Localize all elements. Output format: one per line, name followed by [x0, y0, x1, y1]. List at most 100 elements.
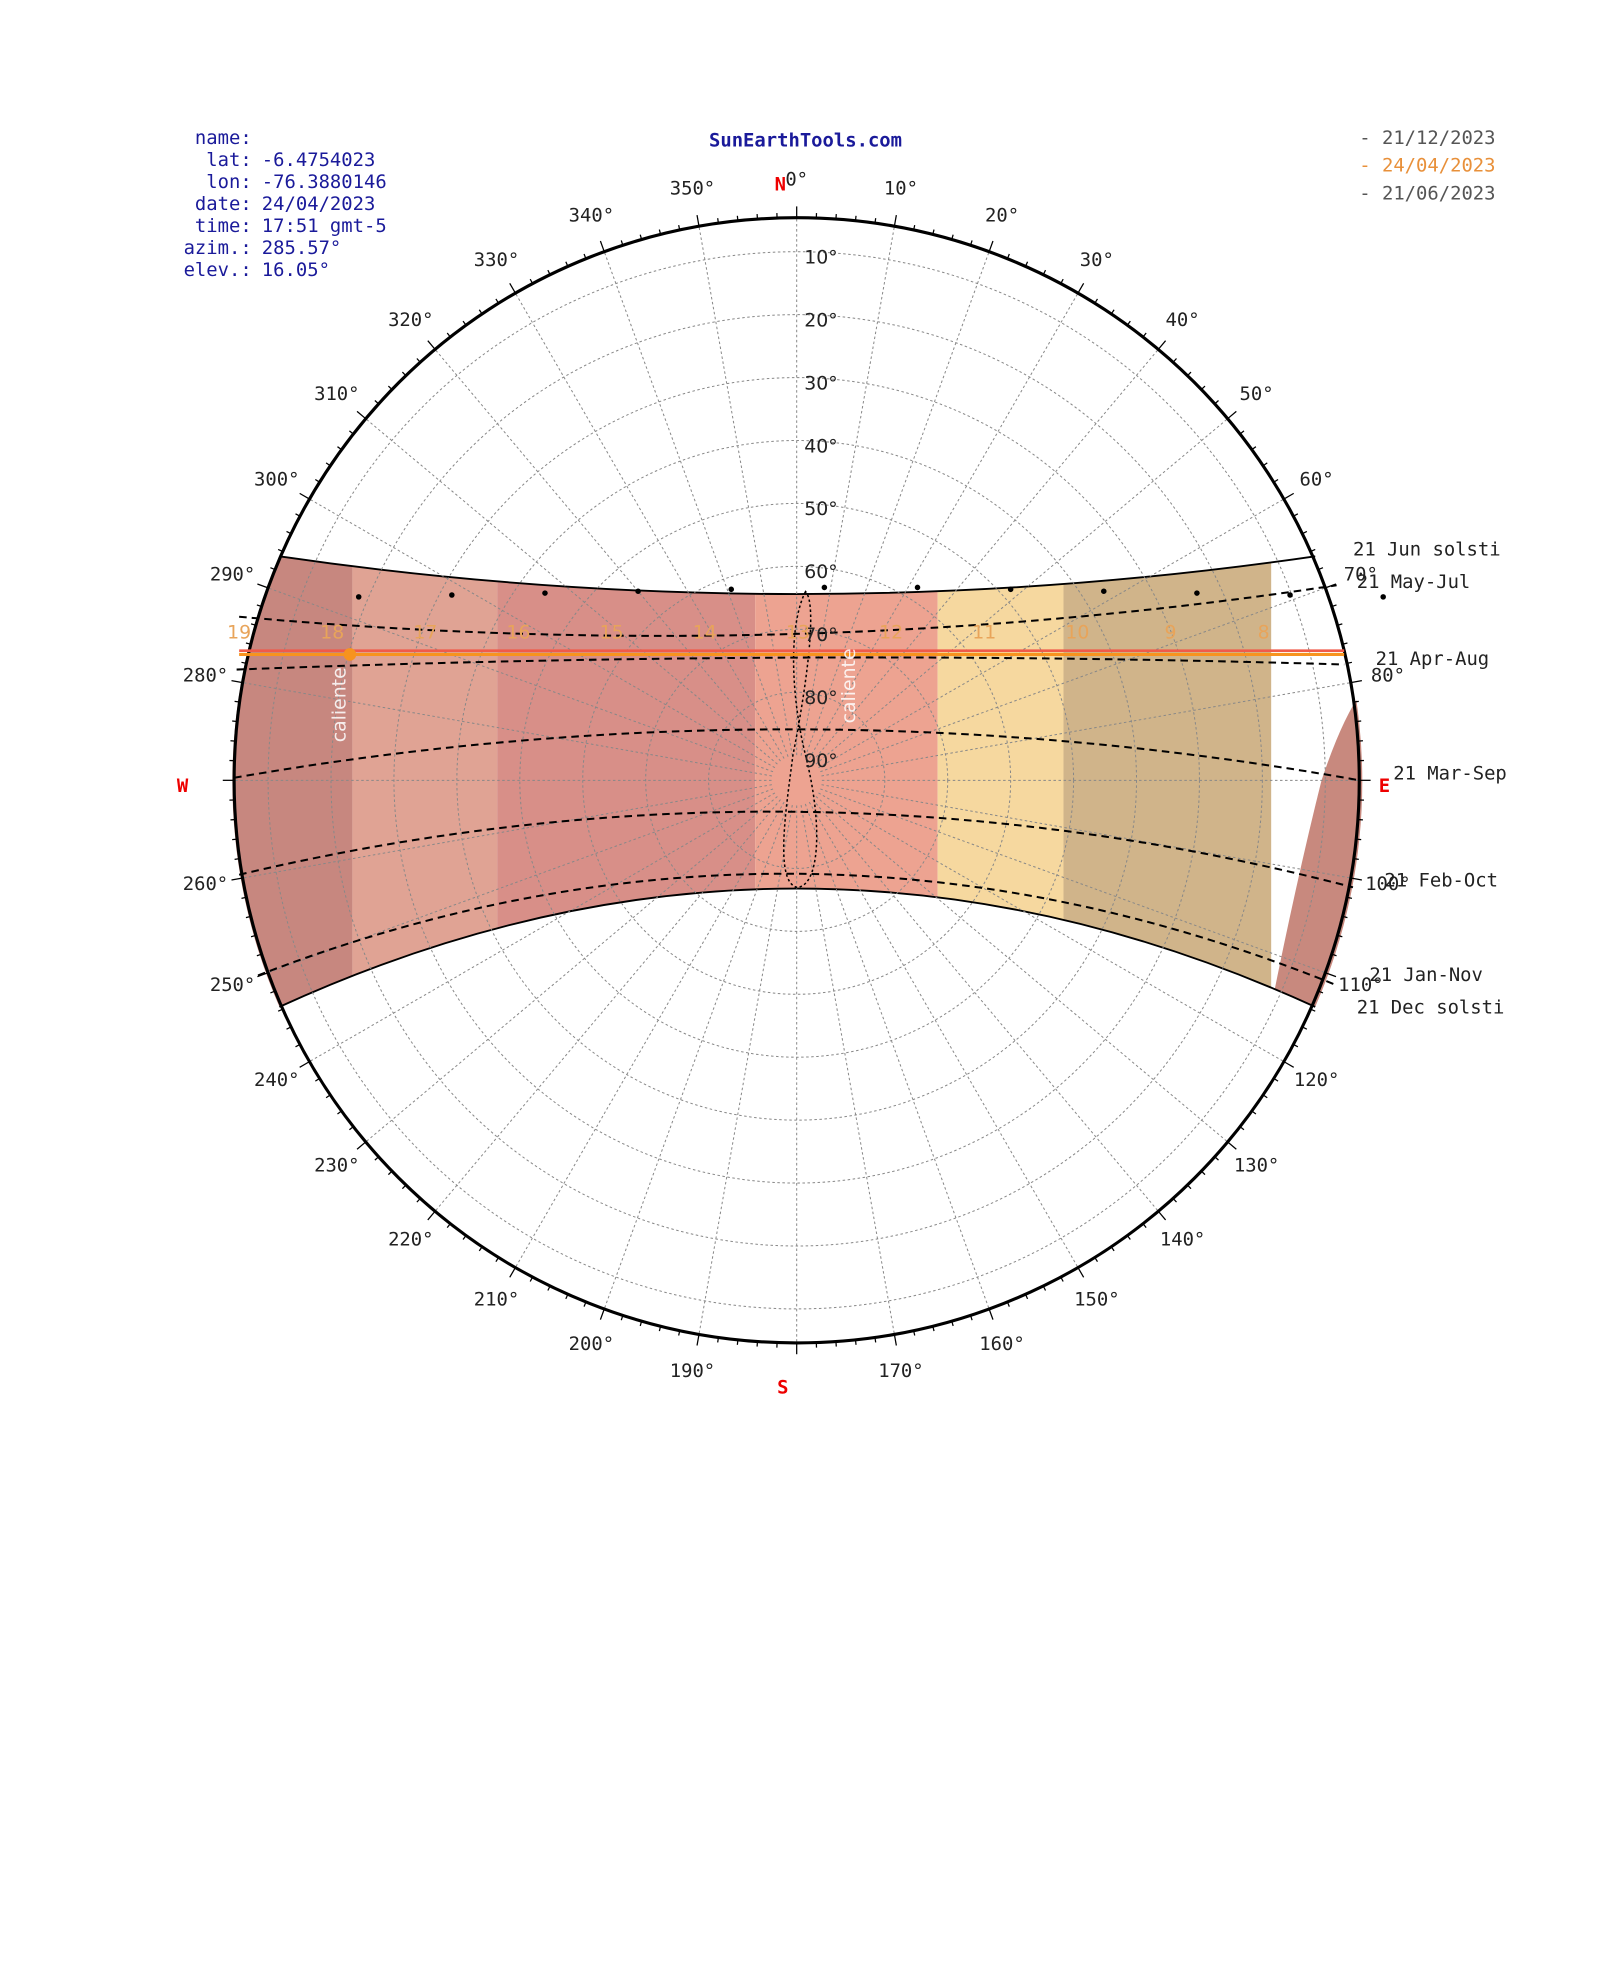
- azimuth-label: 250°: [210, 974, 255, 996]
- radial-line: [812, 349, 1159, 762]
- horizon-tick: [356, 410, 367, 420]
- radial-line: [365, 418, 778, 765]
- elevation-label: 70°: [804, 624, 837, 646]
- hour-label: 19: [227, 622, 251, 644]
- date-curve-label: 21 Feb-Oct: [1384, 870, 1498, 892]
- annotation: caliente: [838, 648, 860, 723]
- date-curve-label: 21 Dec solsti: [1357, 997, 1505, 1019]
- radial-line: [800, 226, 895, 756]
- hour-label: 15: [600, 622, 624, 644]
- hour-dot: [542, 590, 548, 596]
- azimuth-label: 0°: [785, 168, 808, 190]
- azimuth-label: 300°: [254, 469, 299, 491]
- horizon-tick: [988, 240, 994, 252]
- horizon-circle: [232, 216, 1361, 1345]
- horizon-tick: [1350, 680, 1362, 684]
- horizon-tick: [509, 282, 516, 294]
- info-value: 285.57°: [262, 237, 341, 259]
- horizon-tick: [1157, 340, 1167, 350]
- horizon-tick: [599, 240, 605, 252]
- annotation: caliente: [328, 667, 350, 742]
- radial-line: [804, 803, 990, 1310]
- horizon-tick: [1325, 972, 1337, 978]
- radial-line: [514, 801, 785, 1268]
- radial-line: [808, 801, 1079, 1268]
- hour-dot: [355, 594, 362, 600]
- horizon-tick: [509, 1267, 516, 1278]
- radial-line: [818, 498, 1285, 769]
- hour-dot: [821, 584, 828, 591]
- azimuth-label: 100°: [1365, 873, 1410, 895]
- info-label: elev.:: [184, 259, 252, 281]
- horizon-tick: [231, 877, 243, 881]
- horizon-tick: [893, 215, 897, 227]
- radial-line: [808, 292, 1079, 759]
- info-value: -76.3880146: [262, 171, 387, 193]
- horizon-tick: [299, 492, 310, 500]
- hour-label: 17: [413, 622, 437, 644]
- hour-label: 11: [972, 622, 996, 644]
- radial-line: [309, 792, 776, 1063]
- hour-label: 8: [1258, 622, 1270, 644]
- horizon-tick: [257, 583, 269, 589]
- horizon-tick: [1283, 492, 1295, 500]
- horizon-tick: [988, 1308, 994, 1320]
- azimuth-label: 40°: [1166, 309, 1200, 331]
- hour-label: 9: [1164, 622, 1176, 644]
- info-value: 17:51 gmt-5: [262, 215, 387, 237]
- azimuth-label: 10°: [884, 178, 918, 200]
- azimuth-label: 290°: [210, 563, 255, 585]
- horizon-tick: [231, 680, 243, 684]
- azimuth-label: 210°: [474, 1289, 519, 1311]
- radial-line: [821, 682, 1351, 777]
- radial-line: [365, 796, 778, 1143]
- labels: SunEarthTools.com N E S W caliente calie…: [177, 127, 1507, 1399]
- horizon-tick: [1227, 410, 1237, 420]
- horizon-tick: [696, 215, 700, 227]
- date-curve-label: 21 Jan-Nov: [1369, 964, 1483, 986]
- radial-line: [804, 251, 990, 757]
- radial-line: [267, 788, 774, 974]
- azimuth-label: 110°: [1338, 974, 1383, 996]
- hour-dot: [914, 584, 921, 591]
- radial-line: [815, 418, 1228, 765]
- hour-dot: [1007, 586, 1014, 593]
- horizon-tick: [1283, 1061, 1295, 1068]
- info-label: lat:: [206, 149, 251, 171]
- azimuth-label: 310°: [314, 383, 359, 405]
- radial-line: [434, 349, 781, 762]
- azimuth-label: 280°: [183, 665, 228, 687]
- legend-entry: - 21/12/2023: [1359, 127, 1495, 149]
- horizon-tick: [893, 1334, 897, 1346]
- legend-entry: - 21/06/2023: [1359, 182, 1495, 204]
- info-label: date:: [195, 193, 252, 215]
- azimuth-label: 320°: [388, 309, 433, 331]
- info-label: lon:: [206, 171, 251, 193]
- horizon-tick: [427, 340, 436, 350]
- horizon-tick: [356, 1141, 367, 1150]
- azimuth-label: 60°: [1300, 469, 1334, 491]
- hour-label: 13: [786, 622, 810, 644]
- info-value: 24/04/2023: [262, 193, 376, 215]
- hour-dot: [1194, 590, 1200, 596]
- horizon-tick: [1350, 877, 1362, 881]
- north: N: [775, 174, 786, 196]
- azimuth-label: 130°: [1234, 1155, 1279, 1177]
- date-curve-label: 21 May-Jul: [1357, 571, 1471, 593]
- elevation-label: 10°: [804, 247, 837, 269]
- horizon-tick: [1227, 1141, 1237, 1150]
- info-label: azim.:: [184, 237, 252, 259]
- radial-line: [815, 796, 1228, 1143]
- azimuth-label: 260°: [183, 873, 228, 895]
- hour-label: 14: [693, 622, 717, 644]
- radial-line: [242, 784, 772, 879]
- radial-line: [603, 251, 789, 757]
- hour-label: 16: [507, 622, 531, 644]
- elevation-label: 90°: [804, 750, 837, 772]
- radial-line: [514, 292, 785, 759]
- info-label: time:: [195, 215, 252, 237]
- horizon-tick: [427, 1210, 436, 1221]
- azimuth-label: 350°: [670, 178, 715, 200]
- elevation-label: 80°: [804, 687, 837, 709]
